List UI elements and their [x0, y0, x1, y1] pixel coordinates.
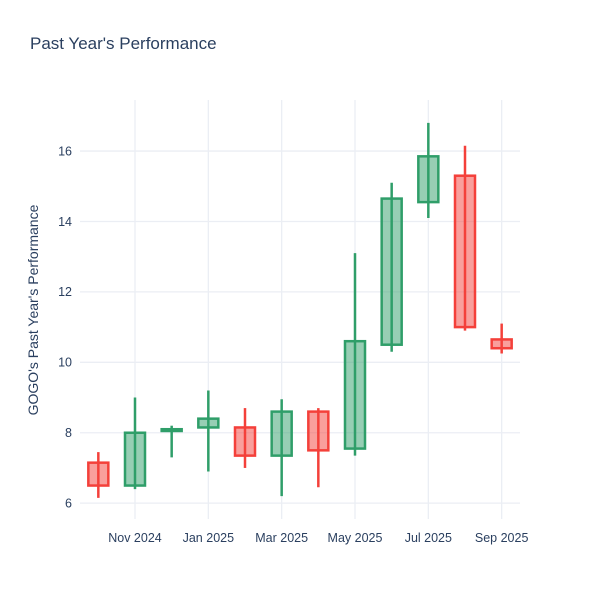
- candle-body: [87, 461, 110, 487]
- candle-mar-2025[interactable]: [270, 399, 293, 497]
- candle-jan-2025[interactable]: [197, 390, 220, 472]
- y-tick-label: 6: [65, 496, 72, 510]
- x-tick-label: Mar 2025: [255, 531, 308, 545]
- candle-feb-2025[interactable]: [233, 408, 257, 468]
- y-tick-label: 8: [65, 426, 72, 440]
- x-tick-label: Jan 2025: [183, 531, 234, 545]
- y-tick-label: 14: [58, 215, 72, 229]
- y-tick-label: 16: [58, 144, 72, 158]
- candle-aug-2025[interactable]: [453, 145, 477, 331]
- candle-jun-2025[interactable]: [380, 182, 403, 352]
- x-tick-label: May 2025: [328, 531, 383, 545]
- candle-sep-2025[interactable]: [490, 323, 513, 354]
- candle-body: [343, 339, 367, 450]
- candle-body: [417, 155, 440, 204]
- candle-nov-2024[interactable]: [123, 397, 147, 490]
- candle-may-2025[interactable]: [343, 253, 367, 456]
- y-tick-label: 12: [58, 285, 72, 299]
- candle-body: [160, 427, 183, 433]
- candle-jul-2025[interactable]: [417, 122, 440, 218]
- candle-dec-2024[interactable]: [160, 425, 183, 458]
- candle-body: [453, 174, 477, 329]
- candle-body: [123, 431, 147, 487]
- candle-body: [307, 410, 330, 452]
- x-tick-label: Jul 2025: [405, 531, 452, 545]
- candle-apr-2025[interactable]: [307, 408, 330, 488]
- candle-oct-2024[interactable]: [87, 452, 110, 498]
- candle-body: [233, 426, 257, 457]
- x-tick-label: Sep 2025: [475, 531, 529, 545]
- candle-body: [197, 417, 220, 429]
- y-tick-label: 10: [58, 356, 72, 370]
- x-tick-label: Nov 2024: [108, 531, 162, 545]
- candle-body: [270, 410, 293, 457]
- candle-body: [380, 197, 403, 346]
- candle-body: [490, 338, 513, 350]
- chart-title: Past Year's Performance: [30, 34, 217, 53]
